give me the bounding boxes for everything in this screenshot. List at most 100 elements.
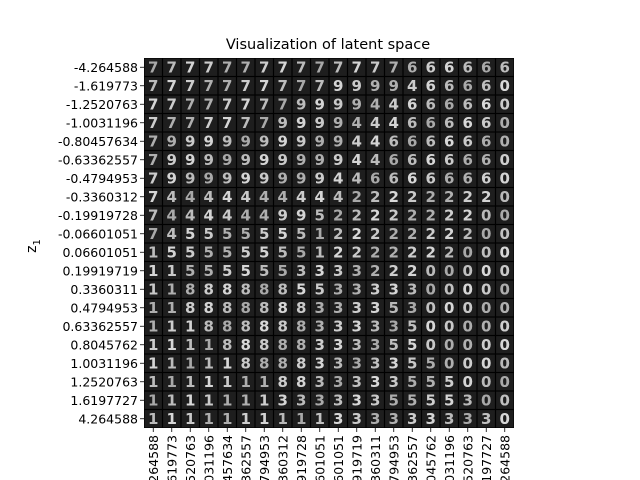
digit-cell — [163, 280, 181, 298]
digit-cell — [144, 77, 162, 95]
digit-glyph: 9 — [278, 206, 288, 224]
digit-cell — [181, 188, 199, 206]
digit-glyph: 2 — [407, 262, 417, 280]
digit-cell — [348, 95, 366, 113]
digit-cell — [237, 262, 255, 280]
digit-cell — [218, 317, 236, 335]
digit-glyph: 0 — [463, 373, 473, 391]
digit-cell — [477, 410, 495, 428]
digit-cell — [181, 58, 199, 76]
digit-glyph: 4 — [167, 225, 177, 243]
digit-glyph: 9 — [185, 151, 195, 169]
digit-cell — [163, 206, 181, 224]
digit-glyph: 6 — [426, 77, 436, 95]
digit-cell — [144, 206, 162, 224]
digit-glyph: 5 — [278, 243, 288, 261]
digit-glyph: 5 — [407, 373, 417, 391]
digit-cell — [348, 262, 366, 280]
digit-cell — [366, 373, 384, 391]
digit-cell — [329, 225, 347, 243]
digit-glyph: 5 — [315, 206, 325, 224]
digit-cell — [292, 373, 310, 391]
y-tick-label: 1.0031196 — [70, 356, 138, 371]
digit-glyph: 0 — [463, 336, 473, 354]
digit-cell — [163, 132, 181, 150]
digit-cell — [200, 299, 218, 317]
digit-cell — [422, 95, 440, 113]
digit-glyph: 0 — [500, 206, 510, 224]
digit-glyph: 5 — [426, 391, 436, 409]
digit-cell — [440, 225, 458, 243]
digit-cell — [200, 354, 218, 372]
digit-glyph: 3 — [389, 317, 399, 335]
digit-glyph: 9 — [333, 77, 343, 95]
digit-cell — [255, 77, 273, 95]
digit-glyph: 3 — [333, 354, 343, 372]
digit-cell — [181, 114, 199, 132]
digit-glyph: 5 — [204, 262, 214, 280]
digit-glyph: 6 — [426, 58, 436, 76]
digit-glyph: 3 — [315, 354, 325, 372]
digit-cell — [459, 317, 477, 335]
digit-cell — [440, 95, 458, 113]
digit-cell — [144, 317, 162, 335]
digit-glyph: 5 — [389, 391, 399, 409]
digit-glyph: 3 — [481, 410, 491, 428]
digit-cell — [144, 169, 162, 187]
digit-glyph: 0 — [481, 336, 491, 354]
digit-glyph: 0 — [426, 336, 436, 354]
digit-cell — [403, 280, 421, 298]
digit-cell — [403, 206, 421, 224]
digit-glyph: 6 — [463, 169, 473, 187]
digit-cell — [366, 336, 384, 354]
digit-cell — [292, 132, 310, 150]
digit-cell — [311, 373, 329, 391]
digit-cell — [163, 243, 181, 261]
digit-glyph: 1 — [185, 336, 195, 354]
digit-cell — [255, 58, 273, 76]
digit-cell — [311, 354, 329, 372]
digit-glyph: 9 — [185, 132, 195, 150]
digit-cell — [237, 317, 255, 335]
digit-cell — [459, 336, 477, 354]
digit-cell — [292, 299, 310, 317]
digit-cell — [218, 114, 236, 132]
digit-cell — [496, 410, 514, 428]
digit-cell — [311, 114, 329, 132]
digit-cell — [181, 391, 199, 409]
digit-glyph: 8 — [296, 354, 306, 372]
digit-cell — [163, 410, 181, 428]
digit-cell — [255, 132, 273, 150]
digit-glyph: 9 — [222, 151, 232, 169]
digit-cell — [366, 299, 384, 317]
x-tick-label: 0.4794953 — [386, 435, 401, 480]
digit-glyph: 0 — [481, 225, 491, 243]
digit-glyph: 4 — [315, 188, 325, 206]
y-tick-label: -0.06601051 — [58, 226, 138, 241]
digit-glyph: 2 — [444, 225, 454, 243]
digit-cell — [329, 132, 347, 150]
digit-cell — [200, 77, 218, 95]
digit-cell — [440, 132, 458, 150]
digit-glyph: 6 — [481, 169, 491, 187]
digit-glyph: 2 — [352, 225, 362, 243]
digit-glyph: 0 — [444, 299, 454, 317]
digit-cell — [200, 95, 218, 113]
digit-cell — [311, 58, 329, 76]
digit-glyph: 9 — [315, 114, 325, 132]
digit-glyph: 9 — [222, 169, 232, 187]
digit-glyph: 2 — [426, 188, 436, 206]
digit-glyph: 3 — [389, 280, 399, 298]
digit-cell — [422, 114, 440, 132]
digit-cell — [237, 410, 255, 428]
digit-cell — [181, 354, 199, 372]
digit-glyph: 2 — [352, 206, 362, 224]
digit-cell — [200, 373, 218, 391]
digit-glyph: 4 — [185, 188, 195, 206]
digit-glyph: 1 — [241, 410, 251, 428]
digit-glyph: 4 — [370, 114, 380, 132]
digit-glyph: 9 — [296, 132, 306, 150]
digit-glyph: 8 — [296, 373, 306, 391]
digit-glyph: 1 — [241, 373, 251, 391]
digit-cell — [274, 336, 292, 354]
